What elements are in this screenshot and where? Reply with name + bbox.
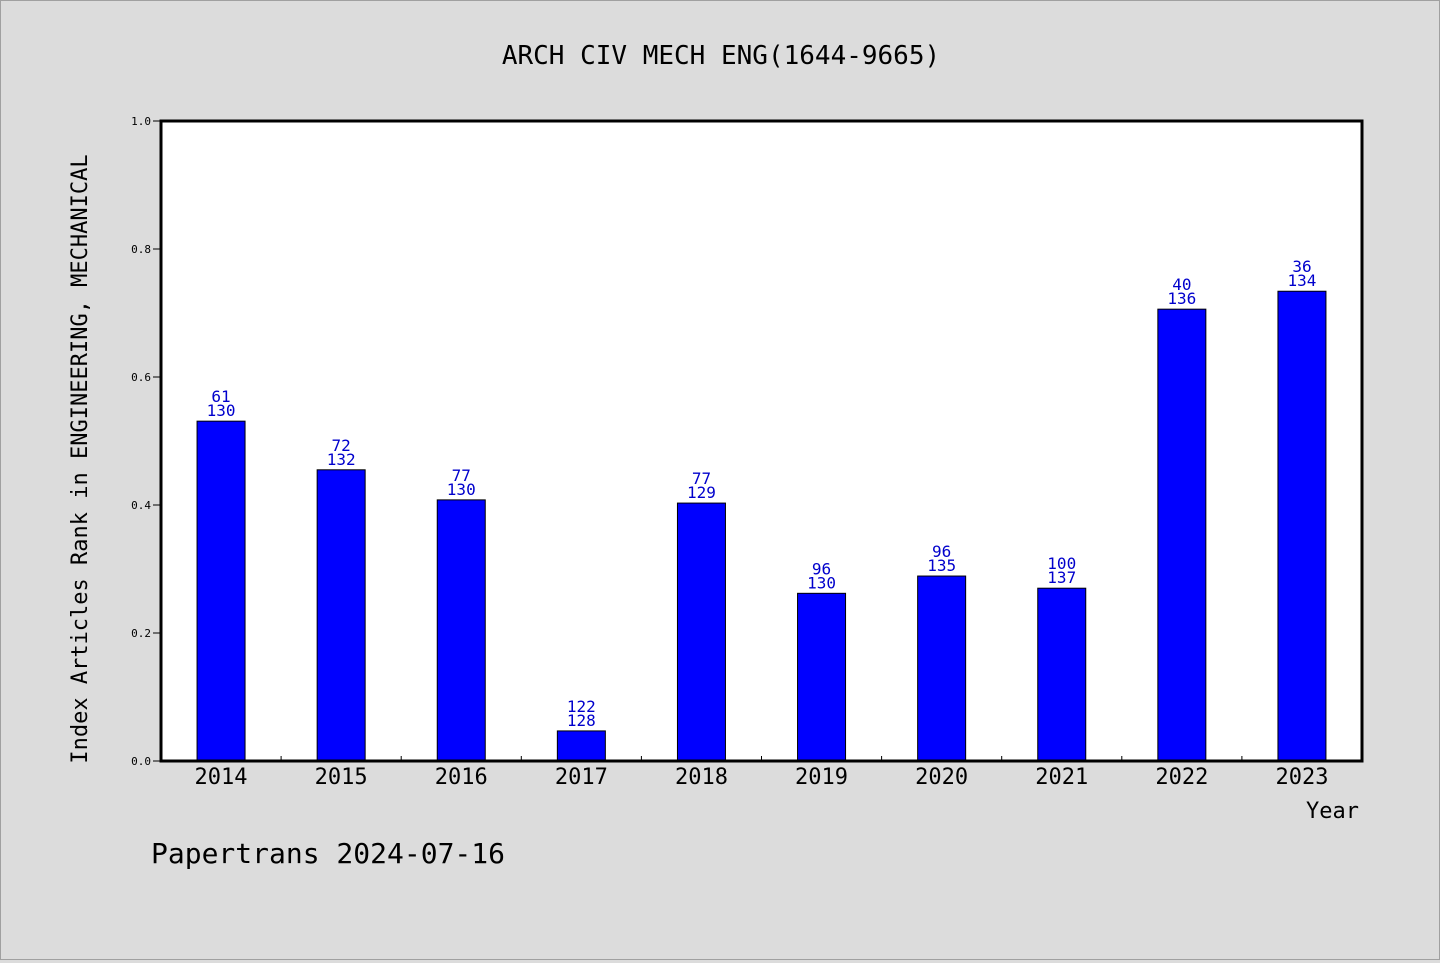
data-label-rank: 122 — [567, 697, 596, 716]
bar — [1037, 587, 1087, 762]
bar — [316, 469, 366, 762]
y-tick-label: 0.8 — [131, 243, 151, 256]
data-label-rank: 96 — [932, 542, 951, 561]
chart-title: ARCH CIV MECH ENG(1644-9665) — [502, 41, 940, 71]
x-tick-label: 2014 — [195, 765, 248, 790]
data-label-rank: 40 — [1172, 275, 1191, 294]
data-label-total: 130 — [207, 401, 236, 420]
bar — [676, 502, 726, 762]
data-label-total: 135 — [927, 556, 956, 575]
x-axis: 2014 2015 2016 2017 2018 2019 2020 2021 2022 2023 — [195, 756, 1328, 790]
data-label-total: 129 — [687, 483, 716, 502]
x-tick-label: 2023 — [1275, 765, 1328, 790]
data-label-total: 128 — [567, 711, 596, 730]
y-tick-label: 0.6 — [131, 371, 151, 384]
x-tick-label: 2018 — [675, 765, 728, 790]
data-label-total: 136 — [1167, 289, 1196, 308]
y-axis: 0.0 0.2 0.4 0.6 0.8 1.0 — [131, 115, 161, 768]
bar — [556, 730, 606, 762]
bar — [1277, 290, 1327, 762]
data-label-rank: 96 — [812, 559, 831, 578]
data-label-rank: 61 — [211, 387, 230, 406]
y-tick-label: 0.0 — [131, 755, 151, 768]
data-label-total: 132 — [327, 450, 356, 469]
x-tick-label: 2015 — [315, 765, 368, 790]
data-label-total: 130 — [447, 480, 476, 499]
x-tick-label: 2020 — [915, 765, 968, 790]
footer-text: Papertrans 2024-07-16 — [151, 837, 505, 870]
y-tick-label: 0.4 — [131, 499, 151, 512]
y-tick-label: 1.0 — [131, 115, 151, 128]
bar — [917, 575, 967, 762]
data-label-total: 130 — [807, 573, 836, 592]
bar — [436, 499, 486, 762]
bars-layer — [196, 290, 1327, 762]
x-tick-label: 2021 — [1035, 765, 1088, 790]
x-axis-label: Year — [1306, 799, 1359, 824]
data-label-rank: 77 — [692, 469, 711, 488]
bar — [1157, 308, 1207, 762]
x-tick-label: 2016 — [435, 765, 488, 790]
bar — [196, 420, 246, 762]
data-label-rank: 77 — [452, 466, 471, 485]
bar — [797, 592, 847, 762]
x-tick-label: 2022 — [1155, 765, 1208, 790]
x-tick-label: 2017 — [555, 765, 608, 790]
x-tick-label: 2019 — [795, 765, 848, 790]
plot-frame — [159, 119, 1364, 763]
data-label-rank: 72 — [332, 436, 351, 455]
data-label-total: 134 — [1287, 271, 1316, 290]
data-label-total: 137 — [1047, 568, 1076, 587]
data-label-rank: 100 — [1047, 554, 1076, 573]
y-axis-label: Index Articles Rank in ENGINEERING, MECH… — [68, 154, 93, 763]
data-label-rank: 36 — [1292, 257, 1311, 276]
y-tick-label: 0.2 — [131, 627, 151, 640]
